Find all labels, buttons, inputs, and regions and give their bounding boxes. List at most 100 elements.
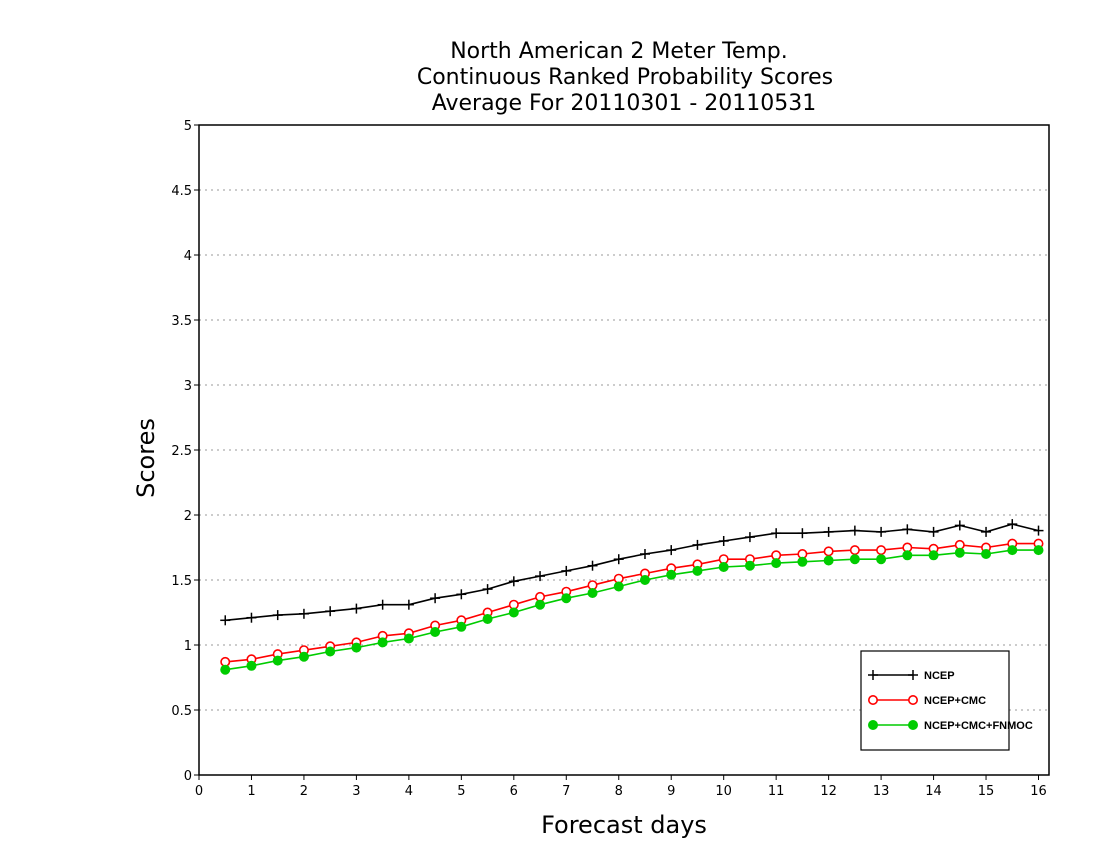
data-point-ncep-cmc-fnmoc [666,569,677,580]
y-tick-label: 5 [184,119,192,134]
x-tick-label: 2 [300,784,308,799]
data-point-ncep [1033,525,1044,536]
data-point-ncep-cmc-fnmoc [325,646,336,657]
data-point-ncep-cmc-fnmoc [220,664,231,675]
data-point-ncep-cmc-fnmoc [1007,545,1018,556]
y-tick-label: 1 [184,639,192,654]
data-point-ncep [298,608,309,619]
data-point-ncep [666,545,677,556]
data-point-ncep-cmc-fnmoc [272,655,283,666]
data-point-ncep [246,612,257,623]
chart-title-line-1: North American 2 Meter Temp. [450,39,788,64]
data-point-ncep [981,526,992,537]
legend-item-ncep-cmc: NCEP+CMC [867,694,986,707]
data-point-ncep-cmc-fnmoc [797,556,808,567]
data-point-ncep-cmc-fnmoc [876,554,887,565]
data-point-ncep-cmc-fnmoc [456,621,467,632]
data-point-ncep-cmc-fnmoc [744,560,755,571]
data-point-ncep-cmc-fnmoc [377,637,388,648]
legend-item-ncep: NCEP [868,670,955,682]
x-tick-label: 4 [405,784,413,799]
x-tick-label: 11 [768,784,785,799]
legend-marker [868,720,878,730]
data-point-ncep [823,526,834,537]
x-tick-label: 14 [925,784,942,799]
data-point-ncep-cmc-fnmoc [981,549,992,559]
y-axis-label: Scores [132,418,160,498]
y-tick-label: 2.5 [171,444,192,459]
x-tick-label: 1 [247,784,255,799]
data-point-ncep [1007,519,1018,530]
data-point-ncep-cmc [849,545,860,556]
x-tick-label: 13 [873,784,890,799]
legend-marker [908,720,918,730]
legend: NCEP NCEP+CMC NCEP+CMC+FNMOC [860,650,1033,751]
data-point-ncep [797,528,808,539]
data-point-ncep-cmc-fnmoc [771,558,782,569]
data-point-ncep-cmc-fnmoc [587,588,598,598]
data-point-ncep [928,526,939,537]
y-tick-label: 4.5 [171,184,192,199]
y-tick-label: 3.5 [171,314,192,329]
legend-marker [867,694,878,705]
data-point-ncep-cmc-fnmoc [823,555,834,566]
x-tick-label: 7 [562,784,570,799]
series-ncep-cmc [220,538,1044,667]
x-tick-label: 15 [978,784,995,799]
legend-label: NCEP+CMC [924,695,986,707]
legend-label: NCEP+CMC+FNMOC [924,720,1033,732]
data-point-ncep [403,599,414,610]
chart-title-line-3: Average For 20110301 - 20110531 [432,91,817,116]
data-point-ncep-cmc-fnmoc [430,627,441,637]
legend-marker [868,670,878,680]
x-tick-label: 8 [615,784,623,799]
legend-item-ncep-cmc-fnmoc: NCEP+CMC+FNMOC [868,720,1033,732]
data-point-ncep [849,525,860,536]
data-point-ncep [220,615,231,626]
data-point-ncep [954,520,965,531]
data-point-ncep-cmc [876,545,887,556]
data-point-ncep-cmc-fnmoc [535,599,546,610]
legend-label: NCEP [924,670,955,682]
axis-ticks: 00.511.522.533.544.550 1 2 3 4 5 6 7 8 9 10 11 12 13 1… [171,119,1046,799]
data-point-ncep [325,606,336,617]
data-point-ncep-cmc-fnmoc [849,554,860,565]
data-point-ncep [902,524,913,535]
x-tick-label: 6 [510,784,518,799]
legend-marker [907,694,918,705]
y-tick-label: 2 [184,509,192,524]
x-tick-label: 0 [195,784,203,799]
data-point-ncep-cmc-fnmoc [561,593,572,604]
data-point-ncep [587,560,598,571]
data-point-ncep-cmc-fnmoc [508,607,519,618]
data-point-ncep-cmc-fnmoc [692,565,703,576]
data-point-ncep-cmc-fnmoc [954,547,965,558]
series-ncep-cmc-fnmoc [220,545,1044,675]
data-point-ncep-cmc-fnmoc [639,575,650,585]
data-point-ncep [377,599,388,610]
y-tick-label: 4 [184,249,192,264]
series-line-ncep [225,523,1039,622]
data-point-ncep-cmc-fnmoc [1033,545,1044,556]
data-point-ncep-cmc-fnmoc [482,614,493,624]
data-point-ncep-cmc-fnmoc [298,651,309,662]
data-point-ncep-cmc-fnmoc [246,660,257,671]
x-tick-label: 5 [457,784,465,799]
legend-marker [908,670,918,680]
data-point-ncep-cmc [823,546,834,557]
data-point-ncep [351,603,362,614]
series-line-ncep-cmc [225,542,1039,663]
data-point-ncep-cmc-fnmoc [902,550,913,561]
data-point-ncep [771,528,782,539]
data-point-ncep-cmc-fnmoc [718,562,729,572]
data-point-ncep [744,532,755,543]
data-point-ncep [718,536,729,546]
y-tick-label: 0.5 [171,704,192,719]
chart-title-line-2: Continuous Ranked Probability Scores [417,65,833,90]
data-point-ncep [456,589,467,600]
data-point-ncep [535,571,546,582]
data-point-ncep [430,593,441,604]
data-point-ncep [482,584,493,595]
series-ncep [220,519,1044,626]
